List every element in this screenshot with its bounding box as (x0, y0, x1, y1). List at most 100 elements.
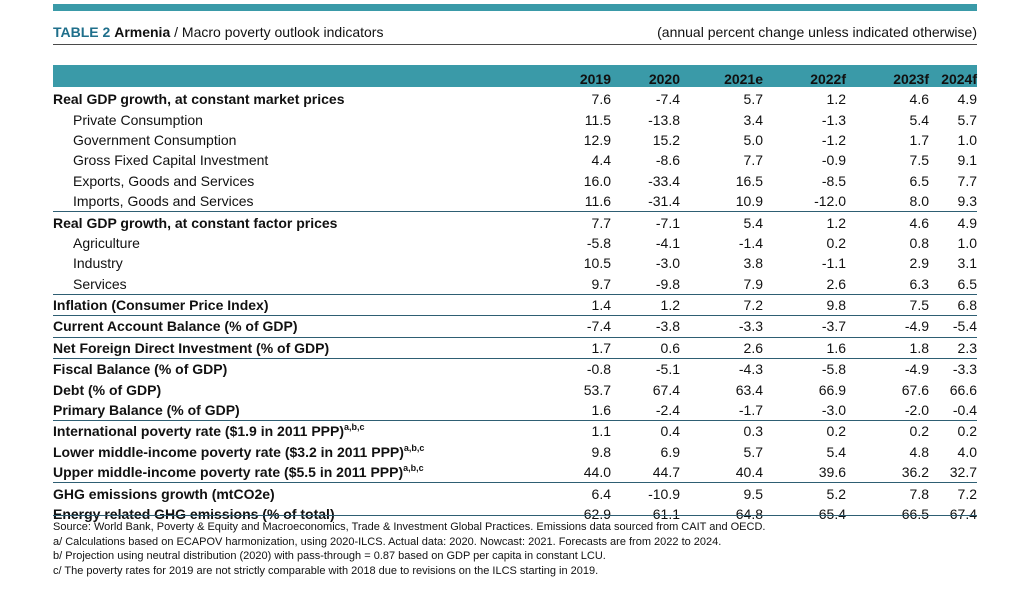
row-label: Upper middle-income poverty rate ($5.5 i… (53, 462, 538, 483)
value-cell: 9.8 (763, 293, 846, 316)
row-label: Primary Balance (% of GDP) (53, 400, 538, 421)
value-cell: 0.2 (763, 420, 846, 442)
value-cell: 0.4 (611, 420, 680, 442)
value-cell: 61.1 (652, 506, 680, 522)
value-cell: 9.1 (957, 152, 977, 169)
row-label-text: Real GDP growth, at constant market pric… (53, 91, 345, 108)
value-cell: 67.6 (901, 381, 929, 398)
bottom-rule (53, 515, 977, 516)
value-cell: 1.7 (538, 336, 611, 359)
value-cell: 3.8 (743, 255, 763, 272)
value-cell: 1.1 (538, 420, 611, 442)
value-cell: 5.4 (826, 443, 846, 460)
row-label: Industry (53, 253, 538, 273)
value-cell: -1.2 (821, 131, 846, 148)
value-cell: 7.6 (591, 91, 611, 108)
value-cell: 0.3 (680, 420, 763, 442)
value-cell: -4.3 (680, 358, 763, 380)
value-cell: 1.2 (826, 91, 846, 108)
value-cell: 16.0 (583, 172, 611, 189)
table-row: Real GDP growth, at constant factor pric… (53, 211, 977, 233)
value-cell: -3.3 (680, 315, 763, 338)
value-cell: 0.6 (611, 336, 680, 359)
value-cell: 1.8 (846, 336, 929, 359)
table-row: Current Account Balance (% of GDP) -7.4 -3… (53, 315, 977, 338)
value-cell: -3.8 (611, 315, 680, 338)
row-label: Gross Fixed Capital Investment (53, 150, 538, 170)
row-label: Net Foreign Direct Investment (% of GDP) (53, 336, 538, 359)
row-label-text: International poverty rate ($1.9 in 2011… (53, 423, 344, 440)
value-cell: -2.4 (655, 402, 680, 419)
value-cell: -0.9 (821, 152, 846, 169)
value-cell: 4.4 (591, 152, 611, 169)
row-label: Energy related GHG emissions (% of total… (53, 504, 538, 524)
footnote-marker: a,b,c (403, 442, 425, 453)
row-label: Imports, Goods and Services (53, 191, 538, 212)
row-label: International poverty rate ($1.9 in 2011… (53, 420, 538, 442)
row-label-text: Gross Fixed Capital Investment (73, 152, 269, 169)
value-cell: 6.5 (957, 275, 977, 292)
table-row: Exports, Goods and Services 16.0 -33.4 16.5… (53, 171, 977, 191)
column-header: 2021e (724, 71, 763, 87)
unit-note: (annual percent change unless indicated … (657, 24, 977, 40)
value-cell: 5.7 (743, 91, 763, 108)
table-title-row: TABLE 2 Armenia / Macro poverty outlook … (53, 22, 977, 42)
table-row: Imports, Goods and Services 11.6 -31.4 10.9… (53, 191, 977, 212)
row-label-text: Upper middle-income poverty rate ($5.5 i… (53, 464, 404, 481)
row-label: Fiscal Balance (% of GDP) (53, 358, 538, 380)
value-cell: -0.8 (538, 358, 611, 380)
value-cell: -2.0 (904, 402, 929, 419)
table-row: Inflation (Consumer Price Index) 1.4 1.2 7.… (53, 293, 977, 316)
value-cell: 9.7 (591, 275, 611, 292)
value-cell: 1.2 (611, 293, 680, 316)
value-cell: 1.6 (591, 402, 611, 419)
value-cell: -1.3 (821, 111, 846, 128)
row-label: Real GDP growth, at constant factor pric… (53, 211, 538, 233)
row-label-text: Lower middle-income poverty rate ($3.2 i… (53, 443, 404, 460)
value-cell: 4.9 (957, 91, 977, 108)
value-cell: -12.0 (814, 193, 846, 210)
value-cell: -5.4 (929, 315, 977, 338)
value-cell: 2.3 (929, 336, 977, 359)
row-label-text: Exports, Goods and Services (73, 172, 255, 189)
row-label-text: Services (73, 275, 127, 292)
value-cell: 67.4 (652, 381, 680, 398)
value-cell: 4.8 (909, 443, 929, 460)
note-c: c/ The poverty rates for 2019 are not st… (53, 564, 599, 577)
value-cell: -8.6 (655, 152, 680, 169)
value-cell: 6.4 (538, 482, 611, 504)
value-cell: 9.3 (957, 193, 977, 210)
value-cell: 11.5 (584, 111, 611, 128)
value-cell: -3.7 (763, 315, 846, 338)
value-cell: 64.8 (735, 506, 763, 522)
value-cell: 1.7 (909, 131, 929, 148)
value-cell: 53.7 (583, 381, 611, 398)
value-cell: 65.4 (818, 506, 846, 522)
value-cell: 7.9 (743, 275, 763, 292)
table-header-row: 2019 2020 2021e 2022f 2023f 2024f (53, 65, 977, 89)
value-cell: 9.8 (591, 443, 611, 460)
value-cell: 67.4 (949, 506, 977, 522)
table-row: Government Consumption 12.9 15.2 5.0 -1.2 1.7… (53, 130, 977, 150)
value-cell: 36.2 (901, 464, 929, 481)
header-label-cell (53, 65, 538, 89)
value-cell: 4.0 (957, 443, 977, 460)
value-cell: 2.9 (909, 255, 929, 272)
row-label-text: Imports, Goods and Services (73, 193, 254, 210)
value-cell: -3.0 (655, 255, 680, 272)
value-cell: 7.8 (846, 482, 929, 504)
value-cell: 7.7 (538, 211, 611, 233)
value-cell: 7.7 (957, 172, 977, 189)
value-cell: 4.9 (929, 211, 977, 233)
row-label: Real GDP growth, at constant market pric… (53, 89, 538, 109)
value-cell: -7.4 (655, 91, 680, 108)
row-label-text: Fiscal Balance (% of GDP) (53, 361, 228, 378)
table-row: Upper middle-income poverty rate ($5.5 i… (53, 462, 977, 483)
value-cell: -10.9 (611, 482, 680, 504)
value-cell: -4.9 (846, 315, 929, 338)
value-cell: 2.6 (680, 336, 763, 359)
table-row: International poverty rate ($1.9 in 2011… (53, 420, 977, 442)
value-cell: 4.6 (909, 91, 929, 108)
table-row: Agriculture -5.8 -4.1 -1.4 0.2 0.8 1.0 (53, 233, 977, 253)
table-row: Debt (% of GDP) 53.7 67.4 63.4 66.9 67.6 66.6 (53, 379, 977, 399)
